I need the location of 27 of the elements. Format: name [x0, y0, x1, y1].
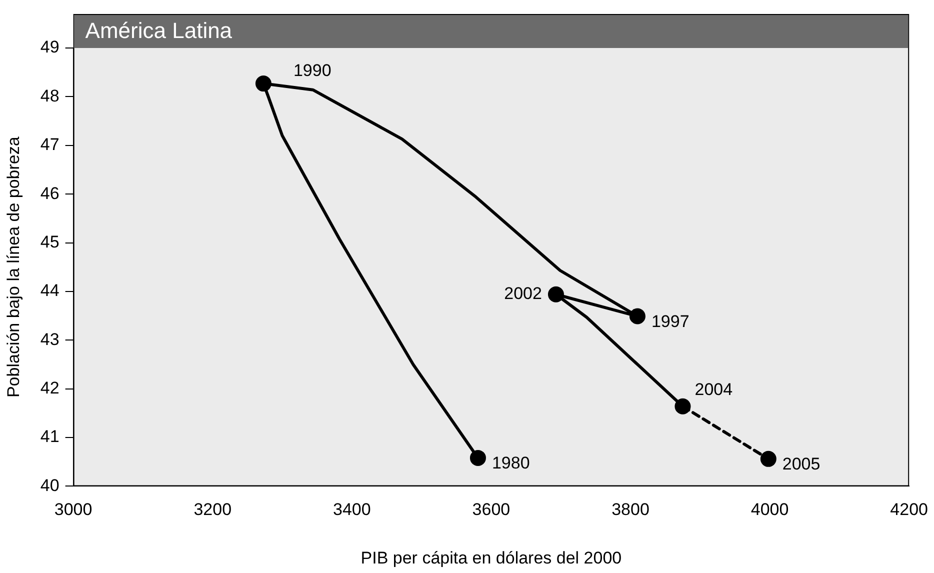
annotation: 2004 — [694, 380, 733, 400]
annotation: 1997 — [651, 312, 690, 331]
annotation: 2002 — [504, 284, 542, 304]
point — [760, 450, 776, 467]
y-tick-label: 47 — [40, 135, 60, 154]
annotation: 2005 — [782, 454, 820, 474]
y-axis-title: Población bajo la línea de pobreza — [4, 136, 23, 398]
y-tick-label: 40 — [40, 476, 60, 495]
y-tick-label: 48 — [40, 86, 60, 106]
y-tick-label: 49 — [40, 38, 60, 57]
x-tick-label: 4000 — [750, 500, 789, 520]
y-tick-label: 41 — [40, 427, 60, 446]
x-tick-label: 3800 — [612, 500, 650, 520]
x-axis-title: PIB per cápita en dólares del 2000 — [360, 548, 622, 568]
y-tick-label: 44 — [40, 281, 60, 300]
x-tick-label: 4200 — [890, 500, 928, 520]
x-tick-label: 3200 — [194, 500, 232, 520]
x-tick-label: 3000 — [54, 500, 92, 520]
annotation: 1980 — [492, 454, 530, 473]
y-tick-label: 45 — [40, 232, 60, 252]
x-tick-label: 3400 — [332, 500, 371, 520]
y-tick-label: 43 — [40, 330, 60, 349]
chart-title: América Latina — [85, 18, 233, 44]
y-tick-label: 46 — [40, 184, 60, 203]
x-tick-label: 3600 — [472, 500, 510, 520]
y-tick-label: 42 — [40, 378, 60, 398]
annotation: 1990 — [293, 61, 332, 80]
